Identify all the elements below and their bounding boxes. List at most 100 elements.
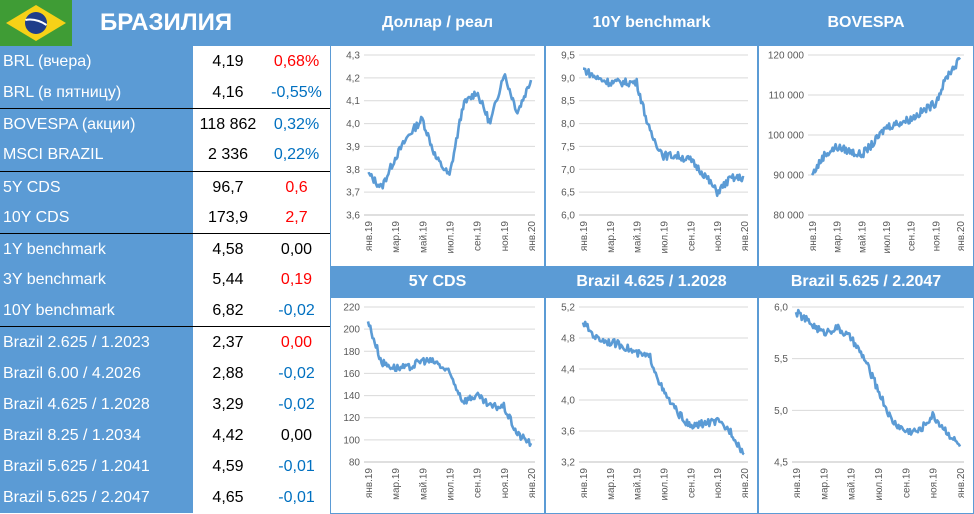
- row-value: 4,19: [212, 53, 244, 70]
- x-tick-label: янв.19: [808, 221, 819, 252]
- x-tick-label: янв.20: [956, 221, 967, 252]
- x-tick-label: янв.19: [579, 221, 590, 252]
- y-tick-label: 5,2: [561, 303, 575, 314]
- row-change: -0,02: [278, 364, 315, 382]
- y-tick-label: 6,5: [561, 188, 575, 199]
- series-line: [581, 320, 745, 456]
- y-tick-label: 3,8: [346, 165, 360, 176]
- y-tick-label: 4,0: [346, 119, 360, 130]
- series-line: [366, 321, 533, 447]
- table-row: 5Y CDS 96,7 0,6: [0, 170, 330, 202]
- row-change: 0,68%: [273, 53, 320, 70]
- row-change: 0,00: [280, 334, 313, 352]
- x-tick-label: сен.19: [473, 468, 484, 498]
- y-tick-label: 9,0: [561, 73, 575, 84]
- x-tick-label: мар.19: [606, 468, 617, 500]
- row-label: 5Y CDS: [0, 171, 193, 202]
- row-change: -0,01: [278, 458, 315, 476]
- x-tick-label: янв.20: [527, 468, 538, 499]
- y-tick-label: 4,2: [346, 73, 360, 84]
- row-label: Brazil 5.625 / 2.2047: [0, 482, 193, 514]
- table-row: Brazil 5.625 / 2.2047 4,65 -0,01: [0, 482, 330, 514]
- y-tick-label: 5,5: [774, 354, 788, 365]
- line-chart: 4,5 5,0 5,5 6,0 янв.19 мар.19 май.19 июл.19 сен.…: [758, 297, 974, 514]
- table-row: 10Y CDS 173,9 2,7: [0, 201, 330, 233]
- y-tick-label: 220: [343, 303, 360, 314]
- table-row: BRL (в пятницу) 4,16 -0,55%: [0, 77, 330, 109]
- x-tick-label: мар.19: [391, 468, 402, 500]
- row-value: 4,42: [212, 426, 244, 444]
- row-change: -0,02: [278, 395, 315, 413]
- line-chart: 3,6 3,7 3,8 3,9 4,0 4,1 4,2 4,3 янв.19 мар.19 май.…: [330, 45, 545, 267]
- x-tick-label: июл.19: [446, 221, 457, 254]
- row-label: 10Y benchmark: [0, 295, 193, 327]
- y-tick-label: 4,3: [346, 51, 360, 62]
- row-label: Brazil 8.25 / 1.2034: [0, 419, 193, 452]
- x-tick-label: янв.19: [364, 468, 375, 499]
- x-tick-label: ноя.19: [500, 221, 511, 252]
- x-tick-label: янв.20: [527, 221, 538, 252]
- row-label: BOVESPA (акции): [0, 109, 193, 140]
- x-tick-label: май.19: [633, 221, 644, 253]
- y-tick-label: 100 000: [768, 131, 805, 142]
- chart-title: 10Y benchmark: [545, 0, 758, 45]
- x-tick-label: июл.19: [882, 221, 893, 254]
- x-tick-label: ноя.19: [929, 468, 940, 499]
- row-value: 6,82: [212, 302, 244, 320]
- row-label: 1Y benchmark: [0, 233, 193, 265]
- y-tick-label: 140: [343, 391, 360, 402]
- x-tick-label: мар.19: [606, 221, 617, 253]
- x-tick-label: мар.19: [819, 468, 830, 500]
- x-tick-label: янв.19: [792, 468, 803, 499]
- row-value: 2,88: [212, 364, 244, 382]
- chart-title: BOVESPA: [758, 0, 974, 45]
- x-tick-label: сен.19: [901, 468, 912, 498]
- y-tick-label: 4,0: [561, 396, 575, 407]
- y-tick-label: 3,9: [346, 142, 360, 153]
- y-tick-label: 4,1: [346, 96, 360, 107]
- x-tick-label: сен.19: [907, 221, 918, 251]
- x-tick-label: ноя.19: [713, 221, 724, 252]
- x-tick-label: мар.19: [833, 221, 844, 253]
- row-label: 3Y benchmark: [0, 264, 193, 296]
- chart-title: 5Y CDS: [330, 267, 545, 297]
- x-tick-label: янв.20: [740, 468, 751, 499]
- row-change: -0,01: [278, 489, 315, 507]
- row-value: 96,7: [212, 178, 244, 196]
- y-tick-label: 6,0: [561, 211, 575, 222]
- y-tick-label: 3,7: [346, 188, 360, 199]
- row-change: 0,32%: [273, 116, 320, 134]
- row-label: Brazil 5.625 / 1.2041: [0, 451, 193, 483]
- x-tick-label: май.19: [418, 468, 429, 500]
- line-chart: 80 100 120 140 160 180 200 220 янв.19 мар.19 май.1…: [330, 297, 545, 514]
- y-tick-label: 3,6: [346, 211, 360, 222]
- x-tick-label: янв.20: [956, 468, 967, 499]
- brazil-flag-icon: [0, 0, 72, 46]
- row-label: BRL (в пятницу): [0, 77, 193, 109]
- table-row: 3Y benchmark 5,44 0,19: [0, 264, 330, 296]
- x-tick-label: сен.19: [686, 221, 697, 251]
- row-change: -0,55%: [271, 84, 322, 102]
- row-label: MSCI BRAZIL: [0, 139, 193, 171]
- x-tick-label: сен.19: [686, 468, 697, 498]
- x-tick-label: янв.19: [579, 468, 590, 499]
- line-chart: 6,0 6,5 7,0 7,5 8,0 8,5 9,0 9,5 янв.19 мар.19 май.…: [545, 45, 758, 267]
- series-line: [367, 73, 533, 190]
- row-value: 173,9: [207, 208, 249, 226]
- x-tick-label: мар.19: [391, 221, 402, 253]
- y-tick-label: 80: [349, 458, 361, 469]
- series-line: [810, 57, 962, 176]
- row-change: 0,00: [280, 240, 313, 258]
- table-row: Brazil 2.625 / 1.2023 2,37 0,00: [0, 326, 330, 358]
- quotes-table: BRL (вчера) 4,19 0,68% BRL (в пятницу) 4,16 -…: [0, 46, 330, 514]
- chart-title: Brazil 5.625 / 2.2047: [758, 267, 974, 297]
- x-tick-label: ноя.19: [931, 221, 942, 252]
- table-row: BRL (вчера) 4,19 0,68%: [0, 46, 330, 78]
- y-tick-label: 200: [343, 325, 360, 336]
- y-tick-label: 6,0: [774, 303, 788, 314]
- x-tick-label: ноя.19: [500, 468, 511, 499]
- row-value: 5,44: [212, 271, 244, 289]
- x-tick-label: май.19: [633, 468, 644, 500]
- row-change: 0,19: [280, 271, 313, 289]
- line-chart: 80 000 90 000 100 000 110 000 120 000 янв.19 м…: [758, 45, 974, 267]
